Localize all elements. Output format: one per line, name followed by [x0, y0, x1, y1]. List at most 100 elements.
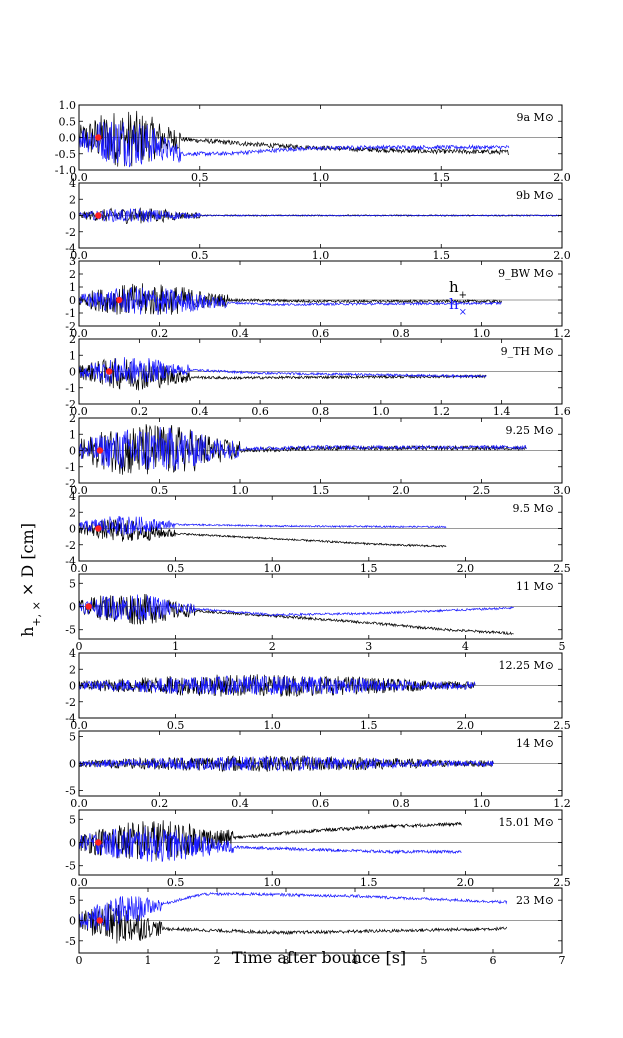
- x-tick-label: 0: [76, 640, 83, 653]
- legend-hcross: h×: [449, 295, 467, 318]
- x-tick-label: 2.0: [457, 876, 475, 889]
- y-tick-label: 2: [69, 663, 76, 676]
- panel-label: 9_TH M⊙: [501, 345, 554, 358]
- series-hplus: [79, 110, 509, 167]
- x-tick-label: 3.0: [553, 484, 571, 497]
- x-tick-label: 0.0: [70, 562, 88, 575]
- y-tick-label: 2: [69, 193, 76, 206]
- x-tick-label: 0.4: [191, 405, 209, 418]
- y-tick-label: 5: [69, 730, 76, 743]
- y-tick-label: 0.5: [59, 115, 77, 128]
- series-hcross: [79, 426, 527, 471]
- panel-5: 0.0 0.5 1.0 1.5 2.0 2.5 3.0 -2 -1 0 1 2 9.25 M⊙: [65, 412, 570, 497]
- series-hcross: [79, 287, 502, 315]
- series-hplus: [79, 820, 462, 861]
- x-tick-label: 1.5: [433, 249, 451, 262]
- y-tick-label: -2: [65, 398, 76, 411]
- x-tick-label: 0.6: [312, 797, 330, 810]
- series-hcross: [79, 891, 508, 931]
- x-tick-label: 7: [559, 954, 566, 967]
- x-tick-label: 4: [352, 954, 359, 967]
- x-tick-label: 2.0: [457, 719, 475, 732]
- series-hplus: [79, 903, 508, 944]
- x-tick-label: 1: [145, 954, 152, 967]
- y-tick-label: 0: [69, 445, 76, 458]
- x-tick-label: 0.6: [251, 405, 269, 418]
- legend: h+ h×: [449, 278, 467, 318]
- y-tick-label: 0: [69, 601, 76, 614]
- panel-label: 23 M⊙: [516, 894, 554, 907]
- x-tick-label: 0.0: [70, 171, 88, 184]
- bounce-marker: [95, 134, 102, 141]
- x-tick-label: 1.2: [553, 327, 571, 340]
- x-tick-label: 2.5: [553, 562, 571, 575]
- y-tick-label: 3: [69, 255, 76, 268]
- y-tick-label: 0.0: [59, 132, 77, 145]
- y-tick-label: 4: [69, 647, 76, 660]
- series-hcross: [79, 208, 562, 223]
- y-tick-label: -2: [65, 226, 76, 239]
- y-tick-label: 1.0: [59, 99, 77, 112]
- series-hcross: [79, 515, 447, 535]
- x-tick-label: 1.0: [312, 249, 330, 262]
- x-tick-label: 1.2: [553, 797, 571, 810]
- x-tick-label: 1.0: [263, 719, 281, 732]
- bounce-marker: [96, 917, 103, 924]
- x-tick-label: 0.4: [231, 327, 249, 340]
- series-hcross: [79, 826, 462, 862]
- y-tick-label: 0: [69, 523, 76, 536]
- bounce-marker: [85, 603, 92, 610]
- y-tick-label: 0: [69, 366, 76, 379]
- x-tick-label: 4: [462, 640, 469, 653]
- y-tick-label: 2: [69, 333, 76, 346]
- bounce-marker: [95, 525, 102, 532]
- y-axis-title: h+, × × D [cm]: [18, 523, 43, 637]
- panel-label: 12.25 M⊙: [499, 659, 554, 672]
- series-hplus: [79, 518, 447, 548]
- y-tick-label: 2: [69, 506, 76, 519]
- y-tick-label: 0: [69, 837, 76, 850]
- x-tick-label: 1.5: [312, 484, 330, 497]
- x-tick-label: 0.0: [70, 719, 88, 732]
- y-tick-label: -5: [65, 624, 76, 637]
- y-tick-label: -5: [65, 860, 76, 873]
- x-axis-title: Time after bounce [s]: [232, 948, 406, 967]
- y-tick-label: 1: [69, 349, 76, 362]
- y-tick-label: -4: [65, 242, 76, 255]
- x-tick-label: 0.5: [151, 484, 169, 497]
- x-tick-label: 0.8: [392, 327, 410, 340]
- bounce-marker: [95, 212, 102, 219]
- x-tick-label: 1.0: [473, 327, 491, 340]
- y-tick-label: 5: [69, 577, 76, 590]
- panel-11: 0 1 2 3 4 5 6 7-505 23 M⊙: [65, 887, 566, 967]
- series-hcross: [79, 594, 514, 622]
- panel-7: 0 1 2 3 4 5-505 11 M⊙: [65, 573, 566, 653]
- x-tick-label: 5: [421, 954, 428, 967]
- y-tick-label: 1: [69, 281, 76, 294]
- x-tick-label: 0.2: [131, 405, 149, 418]
- x-tick-label: 0.0: [70, 249, 88, 262]
- y-tick-label: -2: [65, 477, 76, 490]
- series-hplus: [79, 358, 487, 391]
- x-tick-label: 1.0: [231, 484, 249, 497]
- y-tick-label: -5: [65, 785, 76, 798]
- x-tick-label: 1.0: [473, 797, 491, 810]
- y-tick-label: 2: [69, 412, 76, 425]
- bounce-marker: [95, 839, 102, 846]
- x-tick-label: 2.0: [553, 249, 571, 262]
- x-tick-label: 2.0: [553, 171, 571, 184]
- panel-label: 9.5 M⊙: [513, 502, 554, 515]
- x-tick-label: 1.0: [312, 171, 330, 184]
- x-tick-label: 0.0: [70, 484, 88, 497]
- y-tick-label: -5: [65, 935, 76, 948]
- x-tick-label: 0.8: [312, 405, 330, 418]
- x-tick-label: 1.5: [360, 719, 378, 732]
- x-tick-label: 0.5: [167, 562, 185, 575]
- x-tick-label: 3: [365, 640, 372, 653]
- panel-8: 0.0 0.5 1.0 1.5 2.0 2.5 -4 -2 0 2 4 12.25 M⊙: [65, 647, 570, 732]
- x-tick-label: 0.8: [392, 797, 410, 810]
- x-tick-label: 2.5: [553, 876, 571, 889]
- y-tick-label: -2: [65, 539, 76, 552]
- x-tick-label: 1.5: [360, 562, 378, 575]
- series-hcross: [79, 121, 510, 168]
